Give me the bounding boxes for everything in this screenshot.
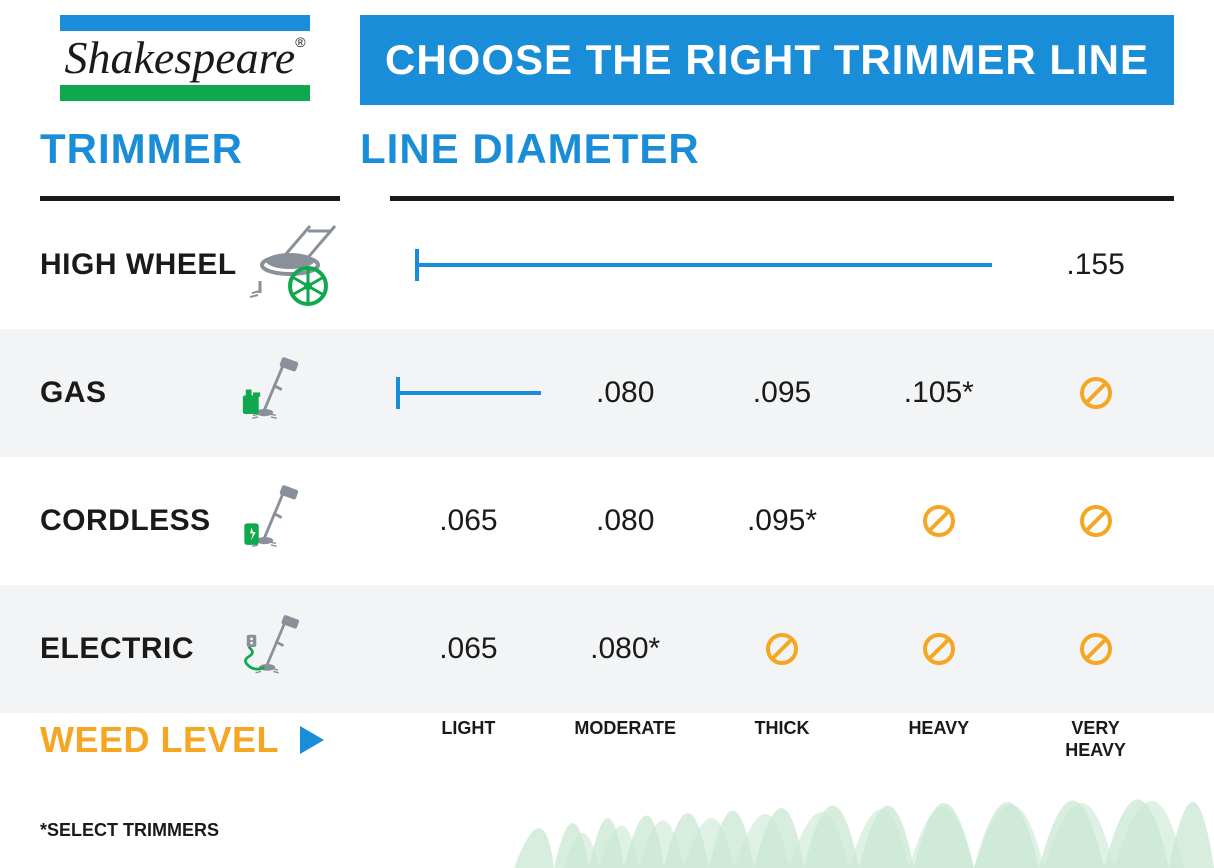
weed-level-cell: HEAVY	[860, 718, 1017, 761]
cell: .080	[547, 376, 704, 410]
not-allowed-icon	[1079, 632, 1113, 666]
high-wheel-icon	[240, 221, 390, 309]
footnote: *SELECT TRIMMERS	[40, 820, 219, 841]
weed-level-row: WEED LEVEL LIGHTMODERATETHICKHEAVYVERYHE…	[40, 718, 1174, 761]
cell: .105*	[860, 376, 1017, 410]
brand-reg: ®	[295, 34, 305, 50]
table-row: ELECTRIC .065.080*	[0, 585, 1214, 713]
row-label: CORDLESS	[40, 504, 240, 538]
brand-logo: Shakespeare®	[40, 15, 330, 101]
cell: .065	[390, 632, 547, 666]
row-label: HIGH WHEEL	[40, 248, 240, 282]
cell: .095*	[704, 504, 861, 538]
logo-bottom-bar	[60, 85, 310, 101]
row-label: ELECTRIC	[40, 632, 240, 666]
weed-level-cell: THICK	[704, 718, 861, 761]
weed-arrow-icon	[300, 726, 390, 754]
range-bar	[396, 391, 540, 395]
diameter-header: LINE DIAMETER	[360, 125, 700, 173]
table-row: CORDLESS .065.080.095*	[0, 457, 1214, 585]
logo-top-bar	[60, 15, 310, 31]
cell: .065	[390, 504, 547, 538]
gas-icon	[240, 347, 390, 440]
title-text: CHOOSE THE RIGHT TRIMMER LINE	[385, 36, 1149, 84]
weed-level-cells: LIGHTMODERATETHICKHEAVYVERYHEAVY	[390, 718, 1174, 761]
brand-name: Shakespeare®	[40, 35, 330, 81]
not-allowed-icon	[1079, 376, 1113, 410]
not-allowed-icon	[1079, 504, 1113, 538]
cordless-icon	[240, 475, 390, 568]
not-allowed-icon	[765, 632, 799, 666]
column-headers: TRIMMER LINE DIAMETER	[40, 125, 1174, 173]
row-cells: .155	[390, 248, 1214, 282]
trimmer-header: TRIMMER	[40, 125, 360, 173]
weed-level-cell: VERYHEAVY	[1017, 718, 1174, 761]
cell	[704, 632, 861, 666]
cell	[390, 376, 547, 410]
table-row: HIGH WHEEL .155	[0, 201, 1214, 329]
weed-level-cell: MODERATE	[547, 718, 704, 761]
row-cells: .065.080.095*	[390, 504, 1214, 538]
cell: .080*	[547, 632, 704, 666]
cell	[1017, 504, 1174, 538]
weed-level-cell: LIGHT	[390, 718, 547, 761]
row-label: GAS	[40, 376, 240, 410]
cell	[860, 504, 1017, 538]
cell: .095	[704, 376, 861, 410]
electric-icon	[240, 603, 390, 696]
table-row: GAS .080.095.105*	[0, 329, 1214, 457]
cell	[1017, 632, 1174, 666]
range-bar	[415, 263, 992, 267]
weed-level-label: WEED LEVEL	[40, 719, 300, 761]
not-allowed-icon	[922, 504, 956, 538]
row-cells: .065.080*	[390, 632, 1214, 666]
brand-name-text: Shakespeare	[64, 32, 295, 83]
not-allowed-icon	[922, 632, 956, 666]
title-banner: CHOOSE THE RIGHT TRIMMER LINE	[360, 15, 1174, 105]
data-rows: HIGH WHEEL.155GAS.080.095.105*CORDLESS.0…	[0, 201, 1214, 713]
cell	[1017, 376, 1174, 410]
cell: .080	[547, 504, 704, 538]
row-cells: .080.095.105*	[390, 376, 1214, 410]
cell	[860, 632, 1017, 666]
cell: .155	[1017, 248, 1174, 282]
cell	[390, 248, 1017, 282]
